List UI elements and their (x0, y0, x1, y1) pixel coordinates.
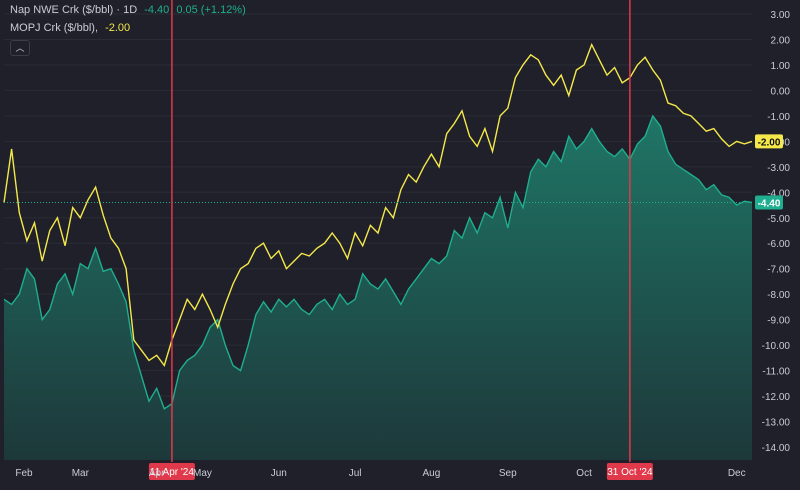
x-tick-label: Aug (423, 468, 441, 479)
legend-series-1-change: 0.05 (+1.12%) (176, 4, 246, 16)
x-tick-label: Oct (576, 468, 592, 479)
y-tick-label: -9.00 (767, 316, 790, 327)
x-tick-label: Apr (149, 468, 165, 479)
series-1-area-fill (4, 115, 752, 461)
series-1-price-badge (755, 195, 783, 210)
legend-series-2-name: MOPJ Crk ($/bbl), (10, 22, 99, 34)
series-1-line (3, 114, 753, 410)
y-tick-label: 0.00 (771, 86, 791, 97)
legend-series-2[interactable]: MOPJ Crk ($/bbl), -2.00 (10, 22, 134, 34)
series-2-line (3, 42, 753, 368)
highlight-date-badge (148, 463, 195, 480)
x-tick-label: Feb (15, 468, 33, 479)
legend-series-1-name: Nap NWE Crk ($/bbl) · 1D (10, 4, 138, 16)
highlight-date-badge (606, 463, 653, 480)
y-tick-label: -6.00 (767, 239, 790, 250)
legend-collapse-button[interactable]: ︿ (10, 40, 30, 56)
y-tick-label: 1.00 (771, 61, 791, 72)
y-axis[interactable]: 3.002.001.000.00-1.00-2.00-3.00-4.00-5.0… (762, 10, 791, 454)
y-tick-label: -7.00 (767, 265, 790, 276)
x-tick-label: Mar (72, 468, 90, 479)
legend-series-1[interactable]: Nap NWE Crk ($/bbl) · 1D -4.40 0.05 (+1.… (10, 4, 250, 16)
series-1-price-badge-label: -4.40 (758, 198, 781, 209)
x-tick-label: Sep (499, 468, 517, 479)
y-tick-label: -10.00 (762, 341, 791, 352)
highlight-date-label: 31 Oct '24 (607, 467, 653, 478)
y-tick-label: -1.00 (767, 112, 790, 123)
x-tick-label: Jul (349, 468, 362, 479)
y-tick-label: -11.00 (762, 367, 790, 378)
y-tick-label: -3.00 (767, 163, 790, 174)
price-badges: -2.00 -4.40 (755, 134, 783, 210)
legend-series-1-last: -4.40 (144, 4, 170, 16)
x-tick-label: Dec (728, 468, 746, 479)
highlight-date-label: 11 Apr '24 (150, 467, 194, 478)
y-tick-label: 3.00 (771, 10, 791, 21)
y-tick-label: -14.00 (762, 443, 791, 454)
series-2-price-badge (755, 134, 783, 149)
chevron-up-icon: ︿ (15, 43, 25, 53)
y-tick-label: 2.00 (771, 35, 791, 46)
x-tick-label: May (193, 468, 212, 479)
y-tick-label: -5.00 (767, 214, 790, 225)
series-area (4, 115, 752, 461)
series-lines (3, 42, 753, 410)
series-2-price-badge-label: -2.00 (758, 137, 781, 148)
y-tick-label: -13.00 (762, 418, 791, 429)
y-tick-label: -8.00 (767, 290, 790, 301)
y-tick-label: -12.00 (762, 392, 791, 403)
x-axis[interactable]: Feb Mar Apr May Jun Jul Aug Sep Oct Dec (15, 468, 745, 479)
legend-series-2-last: -2.00 (105, 22, 131, 34)
highlight-lines: 11 Apr '24 31 Oct '24 (148, 0, 653, 480)
y-tick-label: -4.00 (767, 188, 790, 199)
x-tick-label: Jun (271, 468, 287, 479)
